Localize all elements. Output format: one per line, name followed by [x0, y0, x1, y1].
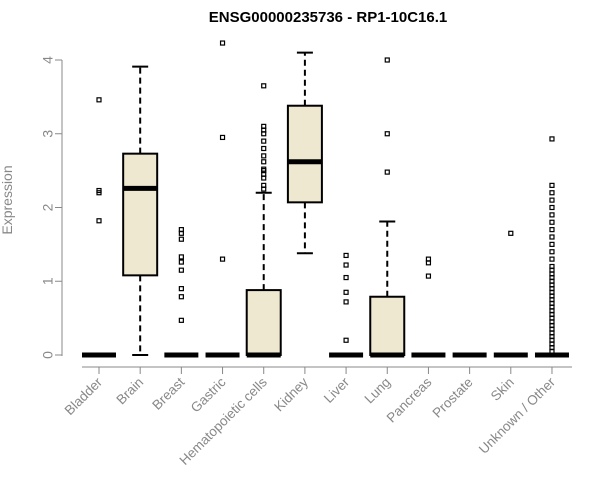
outlier-point	[343, 274, 349, 281]
outlier-point	[549, 136, 555, 142]
outlier-point	[261, 145, 267, 152]
y-axis-ticks: 0 1 2 3 4	[40, 56, 62, 359]
x-tick-label: Kidney	[271, 374, 311, 414]
outlier-point	[343, 262, 349, 268]
y-tick-label: 0	[40, 351, 56, 359]
outlier-point	[549, 249, 555, 255]
box-unknown-other	[534, 136, 569, 358]
outlier-point	[96, 97, 102, 103]
outlier-point	[549, 227, 555, 233]
x-tick-label: Lung	[362, 375, 394, 407]
box-kidney	[286, 51, 323, 255]
outlier-point	[549, 212, 555, 218]
x-tick-label: Breast	[149, 374, 187, 412]
outlier-point	[178, 254, 184, 260]
outlier-point	[178, 259, 184, 265]
x-tick-label: Bladder	[62, 374, 106, 418]
box-body	[286, 104, 323, 204]
box-breast	[164, 227, 199, 358]
outlier-point	[343, 252, 349, 259]
outlier-point	[549, 204, 555, 211]
outlier-point	[261, 138, 267, 144]
y-tick-label: 3	[40, 130, 56, 138]
outlier-point	[549, 241, 555, 247]
outlier-point	[261, 166, 267, 172]
outlier-point	[425, 256, 432, 262]
outlier-point	[549, 234, 555, 240]
outlier-point	[178, 286, 184, 292]
outlier-point	[178, 294, 184, 300]
box-hematopoietic-cells	[245, 83, 282, 358]
outlier-point	[178, 236, 184, 242]
chart-title: ENSG00000235736 - RP1-10C16.1	[209, 9, 448, 26]
x-tick-label: Unknown / Other	[476, 374, 559, 457]
outlier-point	[96, 187, 102, 194]
outlier-point	[384, 57, 390, 63]
outlier-point	[261, 83, 267, 89]
box-gastric	[205, 40, 240, 358]
box-brain	[122, 65, 159, 356]
outlier-point	[219, 256, 226, 262]
outlier-point	[261, 182, 267, 188]
outlier-point	[384, 131, 390, 137]
outlier-point	[384, 169, 390, 175]
box-pancreas	[411, 256, 446, 358]
outlier-point	[549, 182, 555, 188]
box-bladder	[82, 97, 116, 358]
box-skin	[493, 230, 528, 358]
outlier-point	[261, 123, 267, 129]
x-tick-label: Prostate	[430, 375, 476, 421]
outlier-point	[178, 267, 184, 273]
x-tick-label: Gastric	[188, 374, 229, 415]
y-axis-label: Expression	[0, 165, 15, 234]
outlier-point	[549, 263, 555, 270]
x-tick-label: Skin	[488, 375, 517, 404]
outlier-point	[343, 337, 349, 343]
y-tick-label: 1	[40, 277, 56, 285]
outlier-point	[508, 230, 514, 236]
box-series	[82, 40, 569, 358]
box-body	[245, 289, 282, 357]
box-lung	[369, 57, 406, 358]
outlier-point	[549, 219, 555, 225]
outlier-point	[178, 227, 184, 233]
box-body	[369, 295, 406, 356]
outlier-point	[343, 289, 349, 295]
box-liver	[329, 252, 364, 358]
outlier-point	[261, 159, 267, 165]
box-body	[122, 152, 159, 277]
outlier-point	[549, 190, 555, 196]
x-tick-label: Pancreas	[384, 374, 435, 425]
outlier-point	[549, 197, 555, 203]
y-tick-label: 4	[40, 56, 56, 64]
outlier-point	[178, 317, 184, 323]
x-tick-label: Liver	[321, 374, 353, 406]
outlier-point	[219, 40, 226, 46]
outlier-point	[549, 256, 555, 262]
outlier-point	[425, 273, 432, 279]
outlier-point	[219, 134, 226, 141]
y-tick-label: 2	[40, 203, 56, 211]
outlier-point	[343, 299, 349, 305]
x-tick-label: Brain	[113, 375, 146, 408]
outlier-point	[261, 153, 267, 159]
outlier-point	[96, 218, 102, 224]
